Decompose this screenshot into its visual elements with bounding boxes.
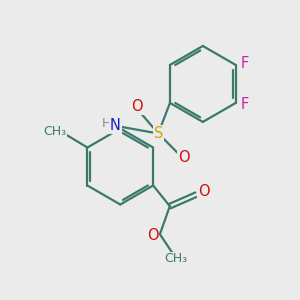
Text: O: O <box>198 184 209 200</box>
Text: F: F <box>241 97 249 112</box>
Text: S: S <box>154 126 163 141</box>
Text: N: N <box>110 118 121 133</box>
Text: CH₃: CH₃ <box>43 125 67 138</box>
Text: O: O <box>131 99 142 114</box>
Text: CH₃: CH₃ <box>164 253 187 266</box>
Text: F: F <box>241 56 249 71</box>
Text: H: H <box>101 117 111 130</box>
Text: O: O <box>147 228 158 243</box>
Text: O: O <box>178 150 190 165</box>
